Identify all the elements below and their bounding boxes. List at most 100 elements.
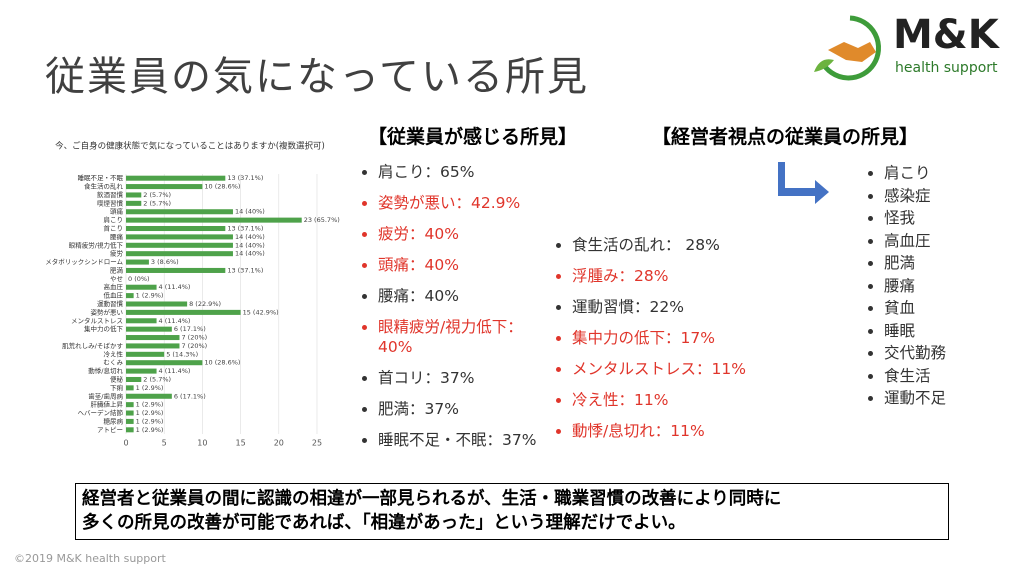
list-item: 感染症 bbox=[884, 186, 1024, 206]
y-tick-label: 肝臓値上昇 bbox=[91, 400, 124, 409]
y-tick-label: 冷え性 bbox=[104, 349, 124, 358]
value-label: 1 (2.9%) bbox=[136, 384, 164, 392]
value-label: 1 (2.9%) bbox=[136, 401, 164, 409]
value-label: 2 (5.7%) bbox=[143, 191, 171, 199]
bar bbox=[126, 175, 226, 181]
bar bbox=[126, 293, 134, 299]
y-tick-label: やせ bbox=[110, 275, 123, 283]
y-tick-label: 眼精疲労/視力低下 bbox=[69, 240, 124, 249]
bar bbox=[126, 284, 157, 290]
list-item: 首コリ：37% bbox=[378, 368, 550, 388]
bar bbox=[126, 184, 203, 190]
value-label: 10 (28.6%) bbox=[204, 183, 240, 191]
bar bbox=[126, 393, 172, 399]
value-label: 6 (17.1%) bbox=[174, 325, 206, 333]
bar bbox=[126, 351, 165, 357]
value-label: 15 (42.9%) bbox=[243, 308, 279, 316]
slide-title: 従業員の気になっている所見 bbox=[45, 54, 589, 100]
value-label: 5 (14.3%) bbox=[166, 350, 198, 358]
y-tick-label: 運動習慣 bbox=[97, 299, 124, 308]
list-item: 睡眠不足・不眠：37% bbox=[378, 430, 550, 450]
y-tick-label: 腰痛 bbox=[110, 232, 124, 241]
x-tick-label: 5 bbox=[162, 439, 167, 448]
x-tick-label: 25 bbox=[312, 439, 322, 448]
list-item: 肥満：37% bbox=[378, 399, 550, 419]
value-label: 1 (2.9%) bbox=[136, 409, 164, 417]
list-item: 腰痛 bbox=[884, 276, 1024, 296]
y-tick-label: 首こり bbox=[104, 224, 124, 233]
value-label: 10 (28.6%) bbox=[204, 359, 240, 367]
bar bbox=[126, 376, 142, 382]
chart: 今、ご自身の健康状態で気になっていることはありますか(複数選択可) 0 5 10 15… bbox=[45, 141, 340, 448]
bar bbox=[126, 385, 134, 391]
value-label: 4 (11.4%) bbox=[159, 317, 191, 325]
logo-hands bbox=[828, 42, 876, 62]
y-tick-label: 便秘 bbox=[110, 374, 124, 383]
list-item: 肩こり bbox=[884, 163, 1024, 183]
list-item: 姿勢が悪い：42.9% bbox=[378, 193, 550, 213]
bar bbox=[126, 335, 180, 341]
arrow bbox=[778, 162, 829, 204]
y-tick-label: アトピー bbox=[97, 426, 123, 434]
value-label: 0 (0%) bbox=[128, 275, 150, 283]
x-tick-label: 20 bbox=[274, 439, 284, 448]
chart-title: 今、ご自身の健康状態で気になっていることはありますか(複数選択可) bbox=[55, 141, 325, 152]
bar bbox=[126, 301, 188, 307]
value-label: 2 (5.7%) bbox=[143, 199, 171, 207]
value-label: 7 (20%) bbox=[181, 334, 207, 342]
value-label: 14 (40%) bbox=[235, 208, 265, 216]
bar bbox=[126, 234, 233, 240]
conclusion-box: 経営者と従業員の間に認識の相違が一部見られるが、生活・職業習慣の改善により同時に… bbox=[75, 483, 949, 540]
value-label: 3 (8.6%) bbox=[151, 258, 179, 266]
manager-heading: 【経営者視点の従業員の所見】 bbox=[652, 126, 919, 148]
y-tick-label: 喫煙習慣 bbox=[97, 198, 124, 207]
list-item: 集中力の低下：17% bbox=[572, 328, 767, 348]
bar bbox=[126, 360, 203, 366]
value-label: 13 (37.1%) bbox=[227, 174, 263, 182]
bar bbox=[126, 368, 157, 374]
list-item: 食生活 bbox=[884, 366, 1024, 386]
list-item: 運動習慣：22% bbox=[572, 297, 767, 317]
value-label: 1 (2.9%) bbox=[136, 417, 164, 425]
list-item: 腰痛：40% bbox=[378, 286, 550, 306]
logo-sub: health support bbox=[895, 60, 998, 76]
value-label: 13 (37.1%) bbox=[227, 225, 263, 233]
logo-leaf bbox=[814, 59, 834, 72]
list-item: 貧血 bbox=[884, 298, 1024, 318]
list-item: 運動不足 bbox=[884, 388, 1024, 408]
y-tick-label: 疲労 bbox=[110, 249, 123, 258]
employee-heading: 【従業員が感じる所見】 bbox=[368, 126, 578, 148]
bar bbox=[126, 343, 180, 349]
bar bbox=[126, 251, 233, 257]
value-label: 14 (40%) bbox=[235, 233, 265, 241]
bar bbox=[126, 427, 134, 433]
y-tick-label: 肌荒れしみ/そばかす bbox=[62, 341, 123, 350]
bar bbox=[126, 309, 241, 315]
value-label: 1 (2.9%) bbox=[136, 292, 164, 300]
list-item: 冷え性：11% bbox=[572, 390, 767, 410]
conclusion-line: 経営者と従業員の間に認識の相違が一部見られるが、生活・職業習慣の改善により同時に bbox=[82, 489, 782, 509]
value-label: 7 (20%) bbox=[181, 342, 207, 350]
logo-ring bbox=[819, 15, 881, 81]
y-tick-label: 低血圧 bbox=[104, 291, 124, 300]
value-label: 8 (22.9%) bbox=[189, 300, 221, 308]
y-tick-label: 睡眠不足・不眠 bbox=[78, 174, 124, 182]
list-item: 食生活の乱れ： 28% bbox=[572, 235, 767, 255]
list-item: 怪我 bbox=[884, 208, 1024, 228]
x-tick-label: 0 bbox=[123, 439, 128, 448]
y-tick-label: 肥満 bbox=[110, 266, 124, 274]
bar bbox=[126, 226, 226, 232]
value-label: 2 (5.7%) bbox=[143, 375, 171, 383]
y-tick-label: メタボリックシンドローム bbox=[45, 257, 123, 266]
bar bbox=[126, 410, 134, 416]
list-item: 睡眠 bbox=[884, 321, 1024, 341]
logo-icon bbox=[814, 15, 881, 81]
list-item: 疲労：40% bbox=[378, 224, 550, 244]
value-label: 23 (65.7%) bbox=[304, 216, 340, 224]
list-item: 肥満 bbox=[884, 253, 1024, 273]
y-tick-label: 糖尿病 bbox=[104, 416, 124, 425]
value-label: 6 (17.1%) bbox=[174, 392, 206, 400]
value-label: 13 (37.1%) bbox=[227, 266, 263, 274]
value-label: 1 (2.9%) bbox=[136, 426, 164, 434]
